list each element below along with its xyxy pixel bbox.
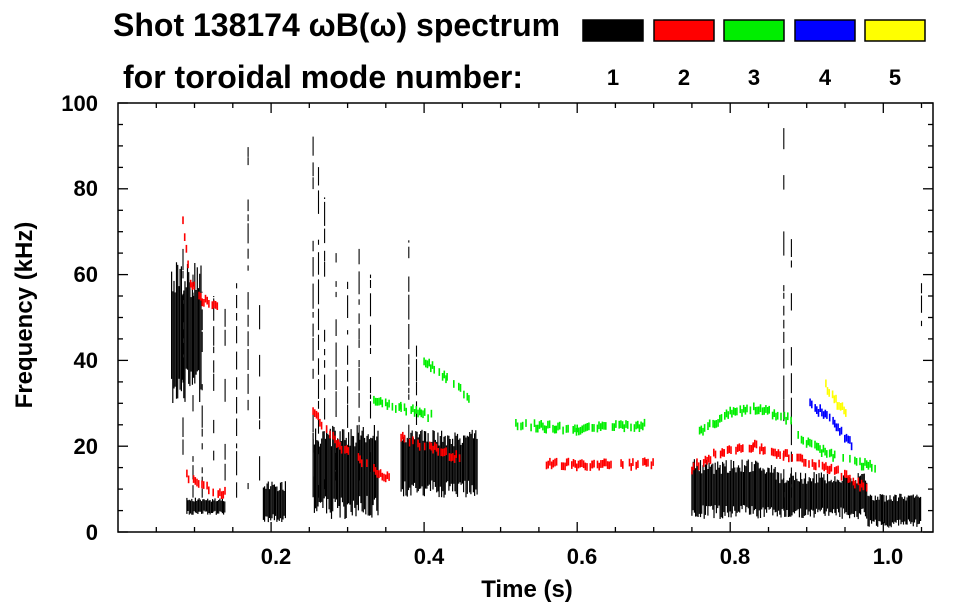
mode-2-series: [182, 216, 868, 499]
mode-4-series: [809, 398, 853, 451]
legend-swatch-mode-3: [723, 19, 785, 42]
mode-2-ridge-2: [312, 407, 390, 483]
x-tick-label-1.0: 1.0: [873, 544, 904, 569]
mode-1-blob-7: [867, 493, 922, 528]
mode-2-ridge-1: [182, 216, 219, 310]
mode-1-blob-0: [171, 262, 202, 403]
x-tick-label-0.2: 0.2: [261, 544, 292, 569]
mode-5-ridge-0: [825, 379, 847, 417]
y-tick-label-40: 40: [74, 348, 98, 373]
y-tick-label-60: 60: [74, 262, 98, 287]
mode-3-series: [373, 357, 876, 473]
mode-1-blob-5: [691, 459, 776, 519]
legend-swatch-mode-5: [864, 19, 926, 42]
x-tick-label-0.4: 0.4: [414, 544, 445, 569]
x-tick-label-0.6: 0.6: [567, 544, 598, 569]
legend-swatch-mode-2: [653, 19, 715, 42]
mode-3-ridge-1: [423, 357, 470, 403]
legend-label-mode-1: 1: [607, 65, 619, 90]
y-tick-label-80: 80: [74, 176, 98, 201]
legend-swatch-mode-1: [582, 19, 644, 42]
legend-swatch-mode-4: [794, 19, 856, 42]
mode-2-ridge-0: [186, 469, 226, 499]
mode-3-ridge-3: [698, 402, 792, 436]
mode-3-ridge-0: [373, 395, 433, 422]
title-line-2: for toroidal mode number:: [123, 59, 523, 95]
spectrogram-data: [171, 128, 923, 528]
mode-1-blob-2: [262, 481, 286, 523]
title-line-1: Shot 138174 ωB(ω) spectrum: [113, 7, 560, 43]
legend-label-mode-3: 3: [748, 65, 760, 90]
y-tick-label-0: 0: [86, 520, 98, 545]
legend-label-mode-5: 5: [889, 65, 901, 90]
y-tick-label-100: 100: [61, 91, 98, 116]
mode-3-ridge-2: [515, 418, 646, 436]
mode-5-series: [825, 379, 847, 417]
mode-3-ridge-4: [797, 431, 876, 473]
y-tick-label-20: 20: [74, 434, 98, 459]
mode-1-blob-3: [312, 425, 379, 519]
mode-2-ridge-4: [545, 457, 654, 472]
mode-4-ridge-0: [809, 398, 853, 451]
x-tick-label-0.8: 0.8: [720, 544, 751, 569]
mode-1-blob-6: [775, 472, 868, 520]
legend-label-mode-2: 2: [678, 65, 690, 90]
y-axis-label: Frequency (kHz): [11, 222, 38, 409]
plot-frame: [117, 102, 934, 533]
x-axis-label: Time (s): [481, 576, 573, 603]
legend-label-mode-4: 4: [819, 65, 832, 90]
mode-2-ridge-5: [691, 439, 868, 492]
mode-legend: 1 2 3 4 5: [582, 19, 926, 90]
axis-ticks: [118, 102, 933, 533]
mode-2-ridge-3: [400, 431, 461, 463]
